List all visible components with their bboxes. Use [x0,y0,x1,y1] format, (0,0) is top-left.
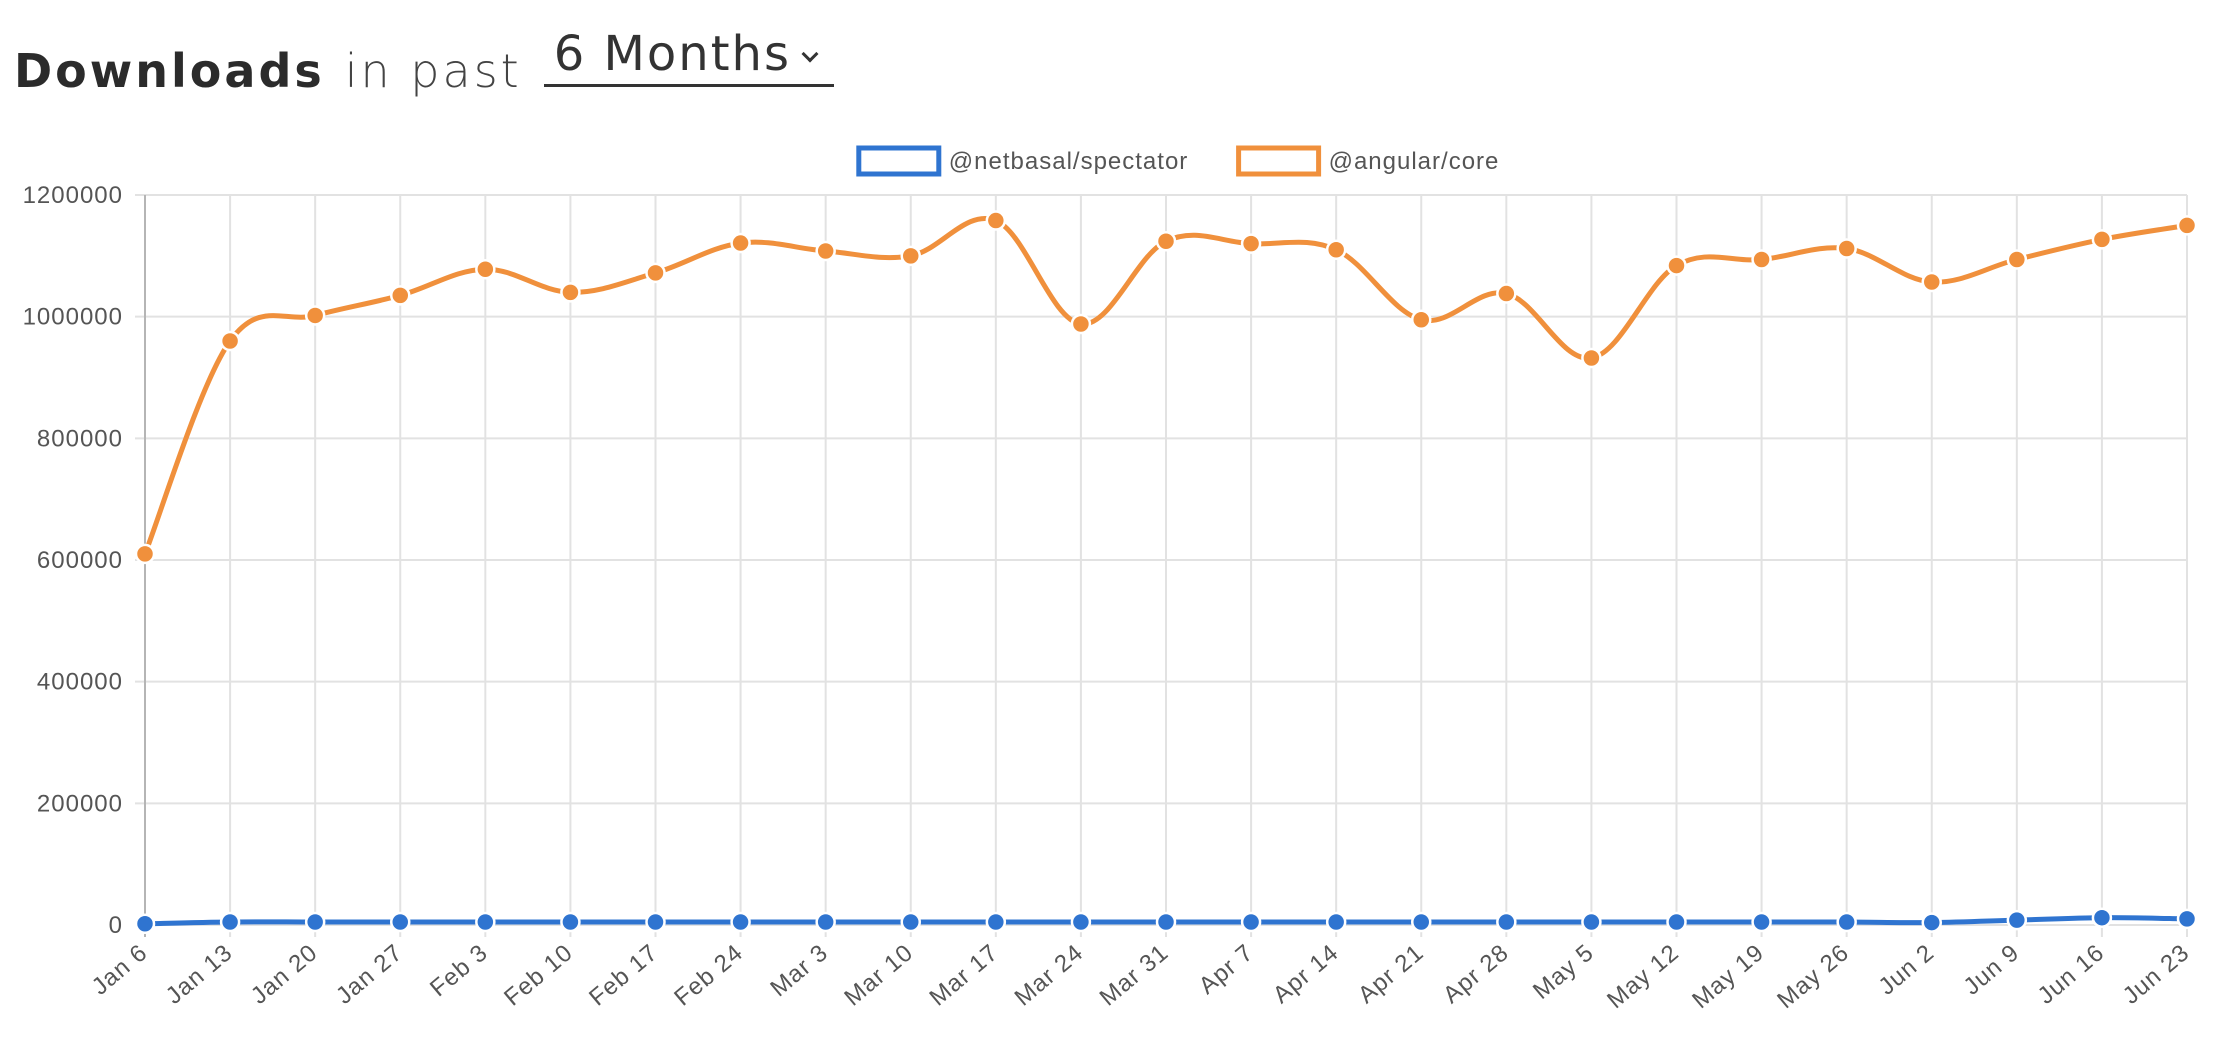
x-tick-label: May 5 [1528,939,1599,1005]
x-tick-label: May 19 [1687,939,1769,1014]
legend-label[interactable]: @angular/core [1329,148,1500,175]
data-point-netbasal-spectator[interactable] [2091,907,2113,928]
x-tick-label: Feb 10 [499,939,578,1012]
data-point-netbasal-spectator[interactable] [1325,911,1347,933]
data-point-netbasal-spectator[interactable] [390,911,411,933]
x-tick-label: Apr 7 [1194,939,1259,1000]
x-tick-label: Feb 17 [584,939,663,1012]
x-tick-label: Apr 28 [1438,939,1514,1009]
data-point-angular-core[interactable] [1836,238,1857,259]
x-tick-label: May 12 [1602,939,1684,1014]
data-point-netbasal-spectator[interactable] [1836,911,1857,933]
x-tick-label: Jan 13 [161,939,238,1010]
series-line-angular-core [142,216,2190,557]
data-point-netbasal-spectator[interactable] [1496,911,1517,933]
legend-label[interactable]: @netbasal/spectator [949,148,1189,175]
data-point-angular-core[interactable] [2006,249,2028,270]
period-select[interactable]: 6 Months [543,22,834,87]
legend-swatch[interactable] [856,145,942,177]
data-point-angular-core[interactable] [645,262,666,284]
data-point-netbasal-spectator[interactable] [1411,911,1432,933]
y-tick-label: 1000000 [23,304,123,331]
y-tick-label: 200000 [37,790,123,817]
data-point-angular-core[interactable] [2176,215,2198,236]
data-point-netbasal-spectator[interactable] [985,911,1007,933]
data-point-netbasal-spectator[interactable] [1581,911,1602,933]
x-tick-label: Mar 3 [765,939,833,1002]
data-point-angular-core[interactable] [1411,309,1432,330]
x-tick-label: Apr 21 [1353,939,1429,1009]
data-point-angular-core[interactable] [1325,239,1347,260]
data-point-netbasal-spectator[interactable] [815,911,836,933]
page-title: Downloads [14,44,325,98]
x-tick-label: Jan 27 [331,939,408,1010]
y-tick-label: 0 [109,912,123,939]
data-point-netbasal-spectator[interactable] [475,911,496,933]
x-tick-label: Jun 2 [1873,939,1939,1001]
x-tick-label: Feb 3 [425,939,493,1002]
data-point-angular-core[interactable] [815,240,836,262]
x-tick-label: Mar 24 [1010,939,1089,1012]
x-tick-label: Jun 23 [2118,939,2195,1010]
y-tick-label: 1200000 [23,182,123,209]
y-tick-label: 800000 [37,425,123,452]
data-point-angular-core[interactable] [1496,283,1517,304]
y-tick-label: 400000 [37,669,123,696]
data-point-netbasal-spectator[interactable] [1751,911,1772,933]
data-point-netbasal-spectator[interactable] [1921,912,1942,933]
x-tick-label: Jan 6 [87,939,153,1001]
x-tick-label: Apr 14 [1268,939,1344,1009]
title-subtext: in past [344,44,522,98]
data-point-netbasal-spectator[interactable] [900,911,921,933]
data-point-netbasal-spectator[interactable] [1240,911,1262,933]
data-point-angular-core[interactable] [1666,255,1687,276]
data-point-angular-core[interactable] [560,282,581,303]
data-point-netbasal-spectator[interactable] [2176,908,2198,930]
data-point-netbasal-spectator[interactable] [134,913,156,935]
data-point-angular-core[interactable] [1751,249,1772,270]
data-point-netbasal-spectator[interactable] [2006,909,2028,931]
data-point-netbasal-spectator[interactable] [1070,911,1092,933]
data-point-angular-core[interactable] [730,232,751,254]
data-point-angular-core[interactable] [475,258,496,280]
data-point-angular-core[interactable] [1155,230,1177,252]
data-point-angular-core[interactable] [304,305,326,326]
data-point-netbasal-spectator[interactable] [645,911,666,933]
x-tick-label: Feb 24 [669,939,748,1012]
data-point-netbasal-spectator[interactable] [304,911,326,933]
y-tick-label: 600000 [37,547,123,574]
data-point-netbasal-spectator[interactable] [1155,911,1177,933]
data-point-angular-core[interactable] [1070,313,1092,335]
data-point-netbasal-spectator[interactable] [730,911,751,933]
x-tick-label: Jan 20 [246,939,323,1010]
data-point-angular-core[interactable] [219,330,241,352]
x-tick-label: Jun 16 [2033,939,2110,1010]
period-select-value: 6 Months [553,26,791,82]
data-point-netbasal-spectator[interactable] [1666,911,1687,933]
data-point-angular-core[interactable] [1240,233,1262,254]
x-tick-label: Mar 10 [839,939,918,1012]
x-tick-label: Mar 31 [1095,939,1174,1012]
data-point-angular-core[interactable] [1581,347,1602,369]
data-point-angular-core[interactable] [900,245,921,267]
legend-swatch[interactable] [1236,145,1322,177]
data-point-angular-core[interactable] [134,543,156,565]
data-point-angular-core[interactable] [985,210,1007,231]
x-tick-label: Jun 9 [1959,939,2025,1001]
data-point-angular-core[interactable] [390,285,411,306]
x-tick-label: May 26 [1772,939,1854,1014]
data-point-netbasal-spectator[interactable] [219,911,241,933]
chart-header: Downloads in past 6 Months [14,22,834,98]
x-tick-label: Mar 17 [925,939,1004,1012]
data-point-netbasal-spectator[interactable] [560,911,581,933]
data-point-angular-core[interactable] [1921,271,1942,293]
data-point-angular-core[interactable] [2091,229,2113,250]
